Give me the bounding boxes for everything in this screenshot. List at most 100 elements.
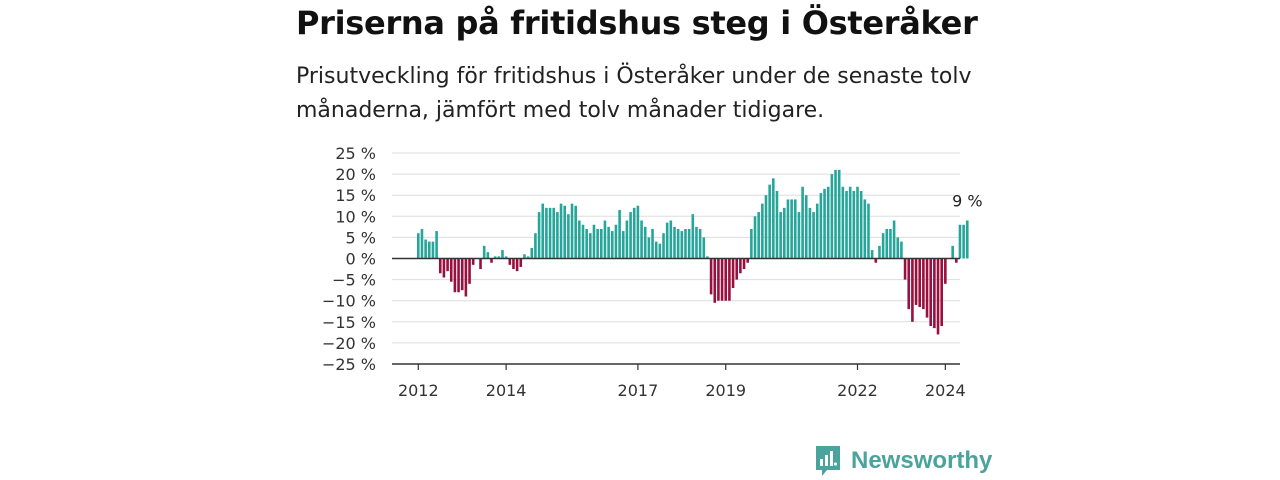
bar — [589, 233, 592, 259]
bar — [464, 258, 468, 297]
bar — [717, 258, 720, 301]
bar — [621, 231, 625, 259]
bar — [797, 212, 801, 259]
bar — [519, 258, 523, 267]
bar — [556, 212, 559, 259]
bar — [936, 258, 940, 335]
bar — [709, 258, 713, 295]
bar — [911, 258, 914, 322]
bar — [823, 188, 826, 259]
bar — [453, 258, 457, 293]
newsworthy-logo-icon — [816, 446, 840, 476]
bar — [885, 228, 889, 259]
bar — [750, 228, 753, 259]
bar — [848, 186, 852, 259]
bar — [914, 258, 918, 305]
bar — [548, 207, 552, 259]
bar — [753, 216, 757, 259]
bar — [713, 258, 717, 303]
bar — [420, 228, 424, 259]
bar — [596, 228, 599, 259]
newsworthy-logo: Newsworthy — [814, 444, 992, 478]
bar — [574, 205, 577, 259]
bar — [731, 258, 735, 289]
bar — [680, 231, 684, 259]
bar — [775, 190, 779, 259]
bar — [808, 207, 812, 259]
bar — [431, 241, 435, 259]
bar — [442, 258, 446, 278]
bar — [662, 233, 665, 259]
bar — [614, 224, 618, 259]
bar — [958, 224, 962, 259]
bar — [526, 256, 530, 259]
bar — [632, 207, 636, 259]
x-tick-label: 2014 — [486, 381, 527, 400]
x-tick-label: 2024 — [925, 381, 966, 400]
bar — [534, 233, 537, 259]
bar — [578, 220, 581, 259]
y-tick-label: 10 % — [335, 207, 376, 226]
bar — [523, 254, 526, 259]
bar — [424, 239, 427, 259]
bar — [654, 241, 658, 259]
bar — [903, 258, 907, 280]
bar — [512, 258, 515, 270]
bar — [889, 228, 892, 259]
bar — [625, 220, 629, 259]
bar — [676, 228, 680, 259]
bar — [417, 233, 420, 259]
bar — [720, 258, 724, 301]
bar — [673, 226, 676, 259]
bar — [545, 207, 548, 259]
bar — [772, 178, 775, 259]
bar — [826, 186, 830, 259]
bar — [600, 228, 603, 259]
bar — [581, 224, 585, 259]
bar — [651, 228, 654, 259]
bar — [793, 199, 797, 259]
bar — [592, 224, 596, 259]
bar — [563, 205, 566, 259]
bar — [804, 195, 808, 259]
bar — [896, 237, 900, 259]
bar — [746, 258, 749, 263]
bar — [878, 245, 881, 259]
y-tick-label: −15 % — [322, 313, 376, 332]
bar — [636, 205, 640, 259]
bar — [607, 226, 610, 259]
bar — [643, 226, 647, 259]
bar — [742, 258, 746, 270]
bar — [837, 169, 841, 259]
bar — [585, 228, 588, 259]
bar — [900, 241, 903, 259]
bar — [435, 231, 438, 259]
bar — [933, 258, 936, 329]
bar — [706, 256, 709, 259]
chart-subtitle: Prisutveckling för fritidshus i Österåke… — [296, 64, 972, 123]
bar — [493, 256, 497, 259]
x-axis-labels: 2012 2014 2017 2019 2022 2024 — [398, 364, 966, 400]
bar — [471, 258, 475, 265]
bar — [922, 258, 925, 310]
y-axis-labels: 25 % 20 % 15 % 10 % 5 % 0 % −5 % −10 % −15 % −20 … — [322, 144, 376, 374]
bar — [486, 252, 490, 259]
bar — [702, 237, 706, 259]
bar — [724, 258, 728, 301]
bar — [515, 258, 519, 272]
bar — [728, 258, 731, 301]
y-tick-label: −25 % — [322, 355, 376, 374]
bar — [845, 190, 848, 259]
y-tick-label: −20 % — [322, 334, 376, 353]
bar — [801, 186, 804, 259]
bar — [830, 174, 834, 259]
bar — [852, 190, 856, 259]
bars — [417, 169, 969, 335]
bar — [504, 256, 508, 259]
x-tick-label: 2019 — [705, 381, 746, 400]
bar — [698, 228, 702, 259]
bar — [490, 258, 493, 263]
y-tick-label: 25 % — [335, 144, 376, 163]
bar — [603, 220, 607, 259]
